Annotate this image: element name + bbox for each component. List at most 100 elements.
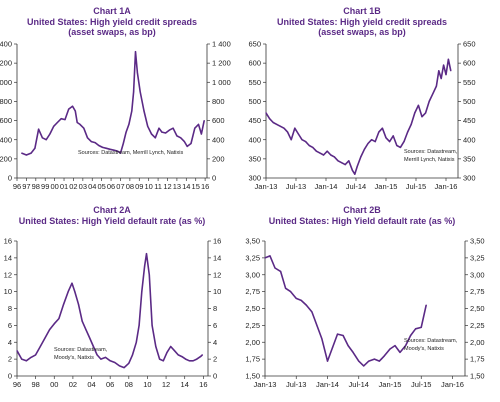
y-tick-label-right: 6 (213, 321, 217, 330)
data-point (383, 355, 385, 357)
chart-subtitle: United States: High Yield default rate (… (269, 216, 456, 226)
x-tick-label: 16 (201, 182, 209, 191)
data-point (410, 123, 412, 125)
y-tick-label-right: 650 (463, 40, 476, 49)
y-tick-label-left: 0 (8, 372, 12, 381)
data-point (49, 329, 51, 331)
y-tick-label-right: 450 (463, 116, 476, 125)
data-point (336, 333, 339, 335)
y-tick-label-left: 2,50 (245, 304, 260, 313)
x-tick-label: Jan-14 (316, 380, 339, 389)
x-tick-label: 98 (32, 182, 40, 191)
x-tick-label: Jul-13 (286, 182, 306, 191)
data-point (403, 141, 405, 143)
y-tick-label-right: 300 (463, 174, 476, 183)
data-point (440, 77, 442, 80)
x-tick-label: 99 (41, 182, 49, 191)
data-point (333, 156, 335, 158)
y-tick-label-right: 3,00 (470, 270, 485, 279)
x-tick-label: 10 (145, 182, 153, 191)
chart-title: Chart 2A (93, 205, 131, 215)
data-point (114, 361, 116, 364)
y-tick-label-left: 2,00 (245, 338, 260, 347)
data-point (199, 356, 202, 358)
y-tick-label-right: 200 (212, 154, 225, 163)
x-tick-label: 11 (154, 182, 162, 191)
y-tick-label-right: 800 (212, 97, 225, 106)
y-tick-label-left: 12 (4, 270, 12, 279)
data-point (162, 360, 164, 362)
data-point (356, 165, 358, 168)
data-point (389, 141, 391, 143)
data-point (159, 358, 161, 360)
data-point (269, 118, 271, 120)
data-point (150, 133, 153, 135)
data-point (321, 338, 323, 340)
data-point (89, 337, 91, 339)
data-point (445, 74, 447, 76)
y-tick-label-left: 1 000 (0, 78, 12, 87)
data-point (415, 328, 417, 330)
data-point (385, 137, 387, 139)
data-point (38, 128, 40, 130)
y-tick-label-right: 550 (463, 78, 476, 87)
data-point (425, 112, 427, 114)
x-tick-label: Jan-16 (441, 380, 464, 389)
y-tick-label-right: 1 400 (212, 40, 231, 49)
data-point (113, 149, 115, 151)
data-point (274, 267, 276, 269)
source-note: Sources: Datastream, (54, 347, 108, 353)
y-tick-label-left: 16 (4, 237, 12, 246)
data-point (39, 345, 41, 348)
data-point (122, 142, 124, 145)
chart-subtitle: United States: High yield credit spreads (27, 17, 197, 27)
x-tick-label: 00 (50, 182, 58, 191)
x-tick-label: 05 (97, 182, 105, 191)
data-point (374, 141, 376, 143)
data-point (264, 257, 266, 259)
data-point (60, 118, 62, 120)
data-point (177, 354, 179, 356)
data-point (117, 150, 119, 152)
data-point (425, 304, 427, 306)
data-point (90, 141, 92, 143)
x-tick-label: 97 (22, 182, 30, 191)
data-point (316, 324, 318, 326)
y-tick-label-right: 2,25 (470, 321, 485, 330)
y-tick-label-left: 1 400 (0, 40, 12, 49)
data-point (100, 358, 102, 360)
data-point (405, 345, 407, 347)
data-point (265, 112, 267, 114)
data-point (312, 146, 314, 148)
data-point (131, 110, 133, 112)
data-point (330, 154, 332, 156)
data-point (276, 123, 278, 125)
y-tick-label-right: 2,50 (470, 304, 485, 313)
data-point (96, 354, 98, 356)
data-point (352, 351, 354, 353)
x-tick-label: 96 (13, 380, 21, 389)
data-point (280, 270, 282, 272)
data-point (123, 367, 125, 369)
data-point (104, 356, 107, 358)
y-tick-label-right: 350 (463, 154, 476, 163)
data-point (269, 255, 271, 257)
data-point (58, 318, 60, 320)
data-point (135, 341, 137, 343)
x-tick-label: 08 (125, 380, 133, 389)
data-point (165, 132, 167, 134)
data-point (109, 148, 111, 150)
y-tick-label-left: 2,25 (245, 321, 260, 330)
data-point (197, 123, 200, 125)
data-point (92, 345, 94, 348)
y-tick-label-left: 1,75 (245, 355, 260, 364)
source-note: Sources: Datastream, (404, 149, 458, 155)
y-tick-label-left: 200 (0, 154, 12, 163)
data-point (134, 51, 137, 53)
source-note: Sources: Datastream, (404, 338, 458, 344)
data-point (290, 291, 292, 293)
data-point (305, 304, 307, 306)
data-point (389, 348, 391, 350)
y-tick-label-left: 8 (8, 304, 12, 313)
